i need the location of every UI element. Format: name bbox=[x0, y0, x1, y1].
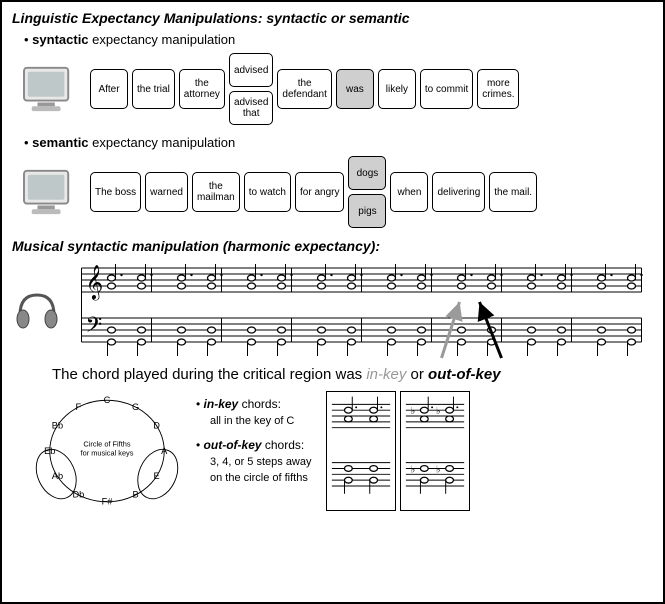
outkey-chord-box: ♭ ♭ ♭ ♭ bbox=[400, 391, 470, 511]
svg-text:C: C bbox=[104, 395, 111, 405]
chord-example-boxes: ♭ ♭ ♭ ♭ bbox=[326, 391, 470, 511]
word-stack: dogs pigs bbox=[348, 156, 386, 228]
syntactic-rest: expectancy manipulation bbox=[89, 32, 236, 47]
word-box: likely bbox=[378, 69, 416, 109]
word-box: warned bbox=[145, 172, 188, 212]
main-title: Linguistic Expectancy Manipulations: syn… bbox=[12, 10, 653, 26]
word-box: pigs bbox=[348, 194, 386, 228]
svg-text:♭: ♭ bbox=[435, 406, 440, 417]
monitor-icon bbox=[20, 167, 78, 217]
word-box: to watch bbox=[244, 172, 291, 212]
word-box: the mailman bbox=[192, 172, 240, 212]
chord-sentence-mid: or bbox=[406, 366, 428, 383]
chord-sentence-prefix: The chord played during the critical reg… bbox=[52, 366, 366, 383]
syntactic-boxes: Afterthe trialthe attorneyadvisedadvised… bbox=[90, 53, 519, 125]
word-box: the defendant bbox=[277, 69, 332, 109]
word-box: The boss bbox=[90, 172, 141, 212]
semantic-boxes: The bosswarnedthe mailmanto watchfor ang… bbox=[90, 156, 537, 228]
svg-text:𝄢: 𝄢 bbox=[86, 313, 103, 342]
svg-text:for musical keys: for musical keys bbox=[81, 449, 134, 458]
semantic-bold: semantic bbox=[32, 135, 88, 150]
music-title: Musical syntactic manipulation (harmonic… bbox=[12, 238, 653, 254]
svg-text:B: B bbox=[133, 490, 139, 500]
svg-text:F: F bbox=[76, 402, 82, 412]
word-box: more crimes. bbox=[477, 69, 519, 109]
word-box: was bbox=[336, 69, 374, 109]
svg-text:Circle of Fifths: Circle of Fifths bbox=[83, 439, 130, 448]
chord-sentence: The chord played during the critical reg… bbox=[52, 366, 653, 383]
svg-text:𝄞: 𝄞 bbox=[86, 265, 104, 301]
word-box: delivering bbox=[432, 172, 485, 212]
outkey-def-line: out-of-key chords: bbox=[196, 436, 312, 454]
music-staff: 𝄞 𝄢 bbox=[70, 260, 653, 360]
semantic-heading: semantic expectancy manipulation bbox=[24, 135, 653, 150]
svg-text:A: A bbox=[161, 446, 168, 456]
outkey-def-label: out-of-key bbox=[204, 438, 262, 452]
syntactic-bold: syntactic bbox=[32, 32, 88, 47]
chord-definitions: in-key chords: all in the key of C out-o… bbox=[196, 395, 312, 487]
syntactic-heading: syntactic expectancy manipulation bbox=[24, 32, 653, 47]
inkey-def-label: in-key bbox=[204, 397, 239, 411]
word-box: After bbox=[90, 69, 128, 109]
word-box: the attorney bbox=[179, 69, 225, 109]
circle-of-fifths: Circle of Fifths for musical keys C G D A E B… bbox=[32, 391, 182, 511]
svg-text:F#: F# bbox=[102, 497, 114, 507]
svg-text:G: G bbox=[132, 402, 139, 412]
svg-text:Bb: Bb bbox=[52, 420, 63, 430]
outkey-word: out-of-key bbox=[428, 366, 501, 383]
syntactic-row: Afterthe trialthe attorneyadvisedadvised… bbox=[20, 53, 653, 125]
word-box: to commit bbox=[420, 69, 473, 109]
word-box: for angry bbox=[295, 172, 344, 212]
outkey-def-sub: 3, 4, or 5 steps away on the circle of f… bbox=[210, 454, 312, 487]
svg-text:E: E bbox=[153, 471, 159, 481]
svg-text:♭: ♭ bbox=[410, 406, 415, 417]
word-box: when bbox=[390, 172, 428, 212]
inkey-word: in-key bbox=[366, 366, 406, 383]
inkey-chord-box bbox=[326, 391, 396, 511]
svg-text:Ab: Ab bbox=[52, 471, 63, 481]
bottom-row: Circle of Fifths for musical keys C G D A E B… bbox=[32, 391, 653, 511]
svg-text:Db: Db bbox=[72, 490, 84, 500]
svg-text:♭: ♭ bbox=[410, 464, 415, 475]
inkey-def-line: in-key chords: bbox=[196, 395, 312, 413]
word-box: dogs bbox=[348, 156, 386, 190]
monitor-icon bbox=[20, 64, 78, 114]
inkey-def-sub: all in the key of C bbox=[210, 413, 312, 430]
semantic-row: The bosswarnedthe mailmanto watchfor ang… bbox=[20, 156, 653, 228]
inkey-def-rest: chords: bbox=[238, 397, 281, 411]
word-box: advised bbox=[229, 53, 273, 87]
word-box: advised that bbox=[229, 91, 273, 125]
word-box: the mail. bbox=[489, 172, 537, 212]
word-stack: advised advised that bbox=[229, 53, 273, 125]
svg-text:D: D bbox=[153, 420, 160, 430]
outkey-def-rest: chords: bbox=[262, 438, 305, 452]
headphones-icon bbox=[12, 285, 62, 335]
svg-text:♭: ♭ bbox=[435, 464, 440, 475]
music-row: 𝄞 𝄢 bbox=[12, 260, 653, 360]
semantic-rest: expectancy manipulation bbox=[89, 135, 236, 150]
word-box: the trial bbox=[132, 69, 175, 109]
